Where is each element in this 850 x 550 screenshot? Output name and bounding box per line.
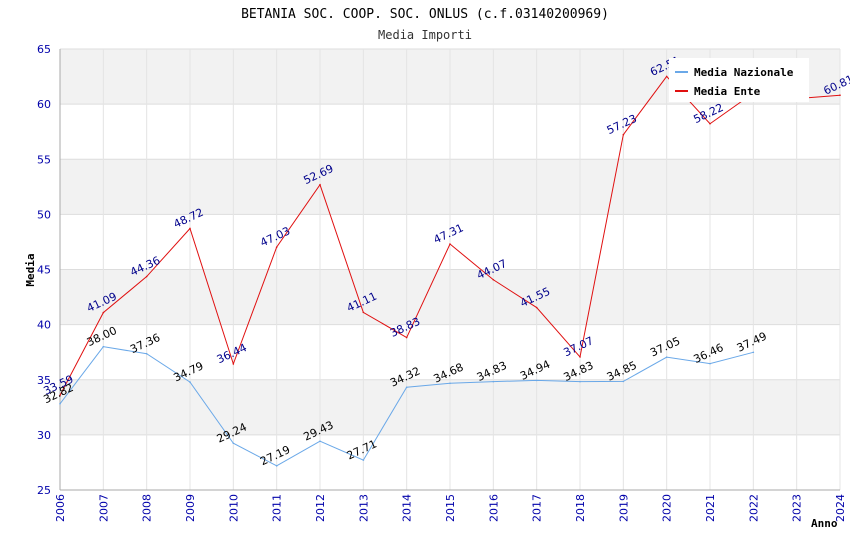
- data-point: [579, 356, 581, 358]
- data-point: [579, 380, 581, 383]
- axes: 25 30 35 40 45 50 55 60 65 2006 2007 2008 2009 2010 20…: [37, 43, 847, 522]
- data-point: [362, 459, 365, 461]
- legend-label: Media Nazionale: [694, 66, 794, 79]
- x-tick-label: 2022: [747, 494, 760, 522]
- data-point: [492, 380, 495, 383]
- data-point: [319, 440, 321, 442]
- x-tick-label: 2013: [357, 494, 370, 522]
- y-tick-label: 25: [37, 484, 51, 497]
- x-tick-label: 2009: [184, 494, 197, 522]
- y-tick-label: 60: [37, 98, 51, 111]
- data-point: [319, 183, 321, 186]
- series-lines: [59, 75, 841, 467]
- x-tick-label: 2016: [487, 494, 500, 522]
- data-point: [102, 311, 105, 314]
- y-tick-label: 40: [37, 319, 51, 332]
- data-point: [535, 379, 538, 382]
- y-tick-label: 35: [37, 374, 51, 387]
- x-tick-label: 2008: [141, 494, 154, 522]
- data-point: [232, 363, 235, 365]
- data-point: [189, 381, 191, 383]
- x-tick-label: 2006: [54, 494, 67, 522]
- x-tick-label: 2017: [531, 494, 544, 522]
- data-point: [102, 345, 105, 348]
- data-point: [535, 306, 538, 309]
- data-point: [709, 362, 711, 365]
- x-tick-label: 2021: [704, 494, 717, 522]
- chart-subtitle: Media Importi: [378, 28, 472, 42]
- data-point: [665, 356, 668, 358]
- data-point: [189, 227, 191, 230]
- data-point: [752, 351, 755, 354]
- x-tick-label: 2023: [791, 494, 804, 522]
- data-point: [362, 311, 365, 314]
- data-point: [145, 352, 148, 355]
- y-tick-label: 65: [37, 43, 51, 56]
- legend: Media Nazionale Media Ente: [669, 58, 809, 102]
- x-tick-label: 2020: [661, 494, 674, 522]
- x-tick-label: 2015: [444, 494, 457, 522]
- x-tick-label: 2010: [227, 494, 240, 522]
- x-axis-title: Anno: [811, 517, 838, 530]
- x-tick-label: 2019: [617, 494, 630, 522]
- y-tick-label: 50: [37, 208, 51, 221]
- legend-label: Media Ente: [694, 85, 761, 98]
- x-tick-label: 2024: [834, 494, 847, 522]
- data-point: [449, 243, 451, 245]
- x-tick-label: 2007: [97, 494, 110, 522]
- data-point: [839, 94, 841, 96]
- data-point: [275, 465, 278, 467]
- data-point: [622, 380, 625, 383]
- data-point: [622, 133, 625, 136]
- y-tick-label: 45: [37, 264, 51, 277]
- y-tick-label: 55: [37, 153, 51, 166]
- data-point: [665, 75, 668, 78]
- x-tick-label: 2014: [401, 494, 414, 522]
- data-point: [275, 246, 278, 248]
- data-point: [232, 442, 235, 445]
- data-point: [709, 122, 711, 125]
- x-tick-label: 2018: [574, 494, 587, 522]
- data-point: [405, 336, 408, 339]
- x-tick-label: 2012: [314, 494, 327, 522]
- data-point: [145, 275, 148, 278]
- y-tick-label: 30: [37, 429, 51, 442]
- chart-title: BETANIA SOC. COOP. SOC. ONLUS (c.f.03140…: [241, 7, 609, 22]
- data-point: [59, 394, 61, 397]
- legend-box: [669, 58, 809, 102]
- y-axis-title: Media: [24, 253, 37, 286]
- data-point: [59, 402, 61, 405]
- x-tick-label: 2011: [271, 494, 284, 522]
- data-point: [405, 386, 408, 389]
- data-point: [449, 382, 451, 385]
- data-point: [492, 278, 495, 281]
